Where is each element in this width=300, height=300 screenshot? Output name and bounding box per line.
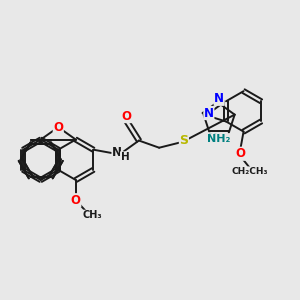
Text: CH₂CH₃: CH₂CH₃ (231, 167, 268, 176)
Text: N: N (208, 133, 218, 143)
Text: CH₃: CH₃ (83, 210, 103, 220)
Text: H: H (214, 134, 223, 144)
Text: O: O (71, 194, 81, 207)
Text: NH₂: NH₂ (207, 134, 230, 144)
Text: S: S (179, 134, 188, 147)
Text: O: O (122, 110, 131, 123)
Text: O: O (53, 121, 63, 134)
Text: N: N (214, 92, 224, 105)
Text: O: O (235, 147, 245, 160)
Text: N: N (112, 146, 122, 159)
Text: H: H (121, 152, 129, 162)
Text: N: N (204, 106, 214, 119)
